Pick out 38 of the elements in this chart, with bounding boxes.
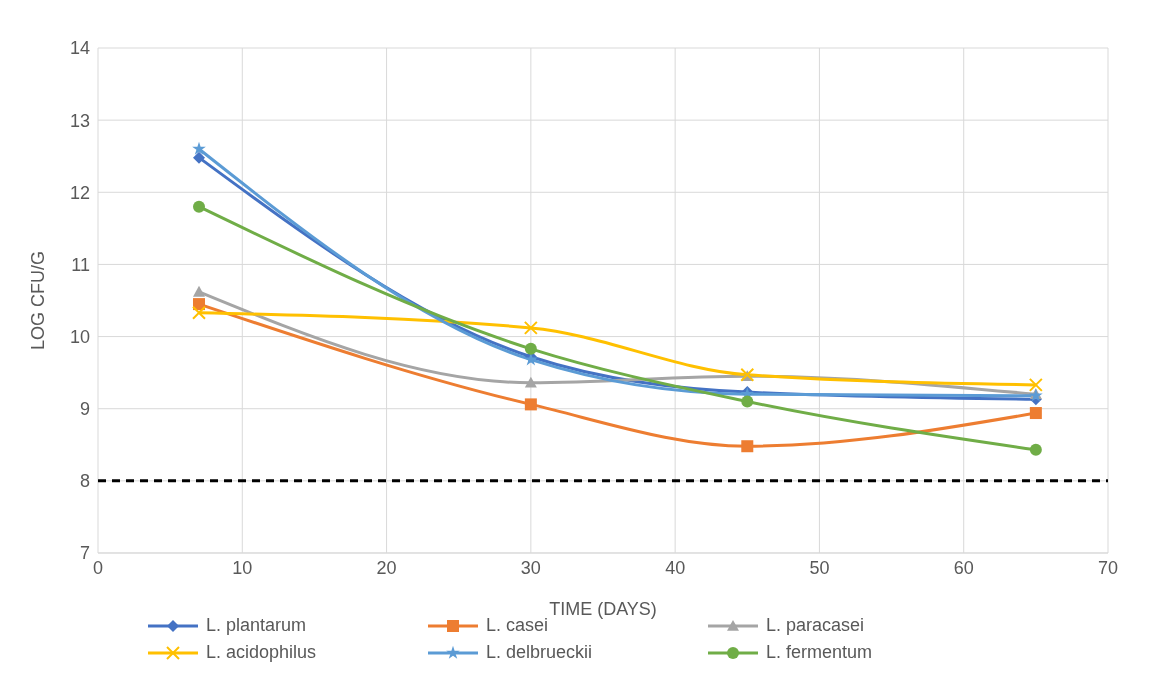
y-tick-label: 11 (71, 254, 90, 275)
x-tick-label: 30 (520, 557, 541, 578)
y-tick-label: 10 (69, 326, 90, 347)
point (192, 141, 206, 155)
x-tick-label: 70 (1097, 557, 1119, 578)
legend-label: L. casei (486, 615, 549, 636)
y-tick-label: 7 (79, 543, 90, 564)
point (523, 320, 538, 335)
y-tick-label: 9 (79, 399, 90, 420)
point (741, 440, 754, 453)
point (193, 151, 205, 164)
legend-label: L. fermentum (766, 642, 873, 663)
legend-label: L. plantarum (206, 615, 307, 636)
legend-label: L. paracasei (766, 615, 865, 636)
point (524, 398, 537, 411)
y-tick-label: 8 (79, 471, 90, 492)
point (524, 342, 537, 355)
x-tick-label: 20 (376, 557, 397, 578)
legend-label: L. delbrueckii (486, 642, 593, 663)
y-tick-label: 13 (69, 110, 90, 131)
x-tick-label: 0 (92, 557, 104, 578)
point (524, 376, 537, 388)
point (192, 305, 206, 320)
point (1028, 377, 1043, 392)
point (1029, 407, 1042, 420)
x-tick-label: 40 (665, 557, 686, 578)
y-tick-label: 12 (69, 182, 90, 203)
y-axis-title: LOG CFU/G (28, 250, 49, 351)
point (193, 200, 205, 213)
x-tick-label: 10 (232, 557, 253, 578)
x-axis-title: TIME (DAYS) (549, 599, 657, 619)
legend-label: L. acidophilus (206, 642, 317, 663)
point (741, 395, 754, 408)
point (193, 285, 205, 297)
y-tick-label: 14 (69, 38, 90, 59)
x-tick-label: 50 (809, 557, 830, 578)
x-tick-label: 60 (953, 557, 974, 578)
point (1029, 443, 1042, 456)
